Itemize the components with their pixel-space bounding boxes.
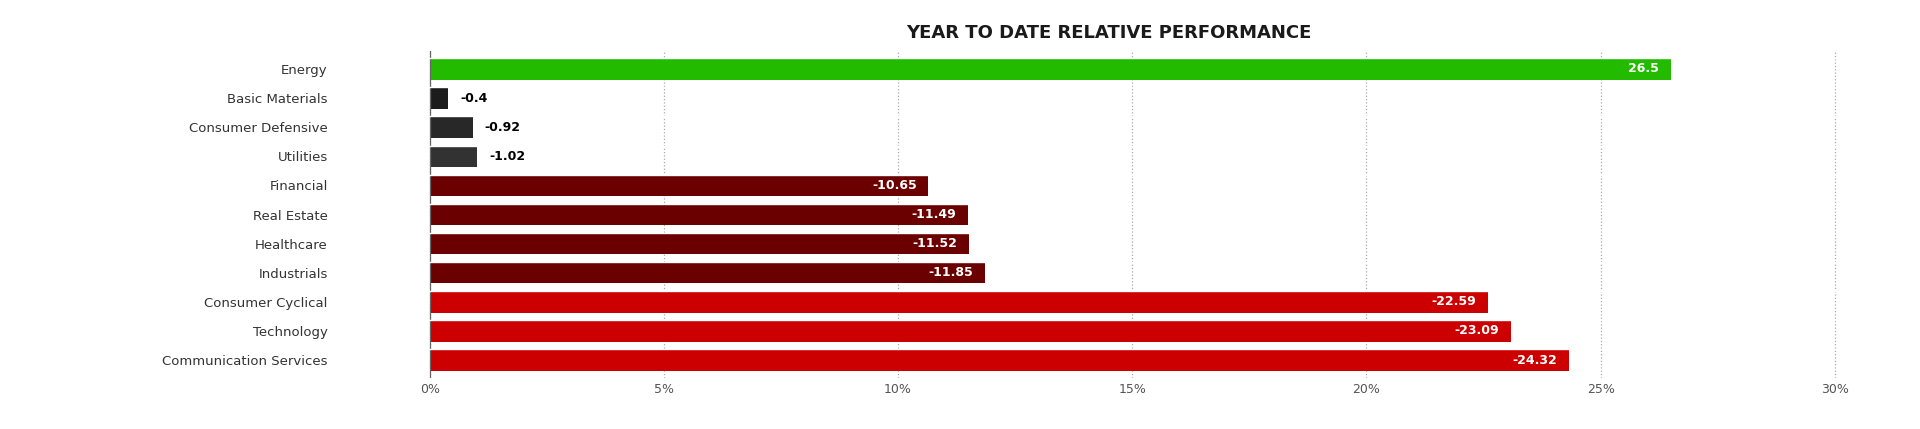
Bar [430, 204, 968, 225]
Bar [430, 233, 970, 254]
Bar [430, 175, 929, 196]
Bar [430, 116, 472, 138]
Text: -10.65: -10.65 [872, 179, 916, 192]
Text: -23.09: -23.09 [1455, 324, 1500, 338]
Bar [430, 145, 478, 167]
Text: -0.92: -0.92 [484, 121, 520, 134]
Text: -22.59: -22.59 [1430, 295, 1476, 308]
Bar [430, 262, 985, 284]
Text: -1.02: -1.02 [490, 150, 526, 163]
Text: -11.52: -11.52 [912, 237, 958, 250]
Bar [430, 58, 1670, 80]
Bar [430, 349, 1569, 371]
Bar [430, 320, 1511, 342]
Text: 26.5: 26.5 [1628, 63, 1659, 76]
Text: -11.85: -11.85 [927, 266, 973, 279]
Bar [430, 87, 449, 109]
Title: YEAR TO DATE RELATIVE PERFORMANCE: YEAR TO DATE RELATIVE PERFORMANCE [906, 24, 1311, 42]
Text: -0.4: -0.4 [461, 91, 488, 105]
Text: -24.32: -24.32 [1513, 353, 1557, 366]
Bar [430, 291, 1488, 313]
Text: -11.49: -11.49 [912, 208, 956, 221]
